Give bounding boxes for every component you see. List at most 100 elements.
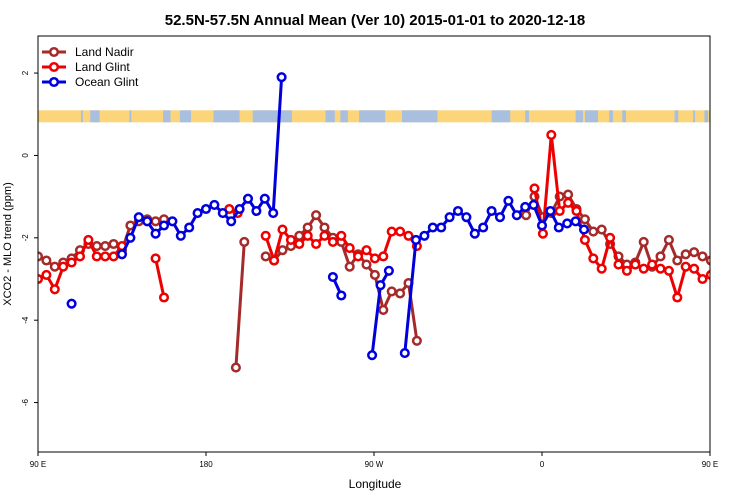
land-nadir-point (277, 245, 288, 256)
ocean-glint-point (503, 195, 514, 206)
land-glint-point (49, 284, 60, 295)
land-nadir-point (411, 335, 422, 346)
ocean-glint-point (494, 212, 506, 223)
land-nadir-point (378, 304, 389, 315)
ocean-glint-point (375, 280, 386, 291)
ocean-glint-point (158, 220, 170, 231)
ocean-glint-point (367, 350, 378, 361)
series-ocean-glint (66, 72, 590, 361)
ocean-glint-point (528, 199, 539, 210)
land-nadir-point (579, 214, 590, 225)
land-glint-point (277, 224, 288, 235)
land-glint-point (697, 273, 708, 285)
land-nadir-point (260, 251, 271, 262)
legend-label-ocean-glint: Ocean Glint (75, 75, 139, 89)
ocean-glint-point (116, 249, 128, 260)
ocean-glint-point (226, 216, 237, 227)
y-tick-label: -4 (21, 316, 30, 324)
land-glint-point (41, 269, 52, 280)
ocean-segment (340, 110, 348, 123)
ocean-glint-point (242, 193, 254, 204)
land-nadir-point (361, 259, 372, 270)
land-glint-point (655, 263, 666, 274)
ocean-segment (252, 110, 292, 123)
land-glint-point (579, 234, 590, 245)
ocean-glint-point (125, 232, 136, 243)
land-glint-point (294, 238, 305, 250)
land-glint-point (605, 232, 616, 243)
land-glint-point (260, 230, 271, 241)
land-nadir-point (230, 362, 241, 373)
land-nadir-point (596, 224, 607, 235)
land-nadir-point (672, 255, 683, 266)
legend-swatch-marker (48, 61, 60, 73)
ocean-glint-point (200, 203, 212, 215)
land-glint-point (58, 261, 69, 272)
land-glint-point (680, 261, 691, 272)
land-nadir-point (588, 226, 599, 237)
land-nadir-point (239, 236, 250, 247)
x-axis: 90 E 180 90 W 0 90 E (30, 452, 718, 469)
chart-title: 52.5N-57.5N Annual Mean (Ver 10) 2015-01… (165, 12, 585, 29)
ocean-glint-point (436, 222, 447, 233)
land-glint-point (66, 257, 77, 268)
x-axis-label: Longitude (349, 477, 402, 491)
series-layer (38, 72, 710, 373)
ocean-segment (609, 110, 613, 123)
ocean-segment (491, 110, 511, 123)
land-glint-point (621, 265, 632, 276)
land-glint-point (596, 263, 607, 274)
ocean-glint-point (478, 222, 489, 233)
land-nadir-point (344, 261, 355, 272)
land-glint-point (344, 243, 355, 254)
land-nadir-line (234, 241, 246, 368)
ocean-glint-point (234, 203, 245, 215)
ocean-segment (163, 110, 171, 123)
land-nadir-point (49, 261, 60, 272)
ocean-glint-point (209, 199, 220, 210)
land-glint-point (403, 230, 414, 241)
land-glint-point (571, 205, 582, 217)
legend-label-land-nadir: Land Nadir (75, 45, 134, 59)
ocean-glint-point (562, 218, 573, 229)
ocean-segment (213, 110, 240, 123)
ocean-glint-point (184, 222, 195, 233)
ocean-glint-point (461, 212, 472, 223)
ocean-glint-point (327, 271, 338, 283)
y-tick-label: 0 (21, 153, 30, 158)
land-glint-point (647, 259, 658, 270)
ocean-glint-point (419, 230, 430, 241)
land-glint-point (563, 197, 574, 208)
land-glint-point (395, 226, 406, 237)
ocean-glint-point (175, 230, 186, 241)
ocean-glint-point (511, 210, 522, 221)
land-glint-point (546, 129, 557, 140)
land-nadir-point (41, 255, 52, 266)
ocean-segment (129, 110, 132, 123)
ocean-glint-point (578, 224, 590, 235)
land-glint-point (386, 226, 397, 237)
land-nadir-point (302, 222, 313, 233)
y-axis: 2 0 -2 -4 -6 (21, 70, 38, 406)
ocean-segment (674, 110, 679, 123)
ocean-segment (359, 110, 386, 123)
ocean-glint-point (192, 208, 203, 219)
legend-swatch-marker (48, 46, 60, 58)
y-axis-label: XCO2 - MLO trend (ppm) (2, 182, 14, 305)
land-nadir-point (386, 286, 397, 297)
x-tick-label: 90 W (365, 460, 384, 469)
land-nadir-point (395, 288, 406, 299)
land-ocean-strip (38, 110, 710, 123)
ocean-glint-point (452, 205, 464, 217)
land-glint-point (158, 292, 170, 303)
ocean-glint-point (217, 208, 228, 219)
y-tick-label: -6 (21, 398, 30, 406)
land-nadir-point (680, 249, 691, 260)
land-nadir-point (689, 247, 700, 258)
legend-label-land-glint: Land Glint (75, 60, 130, 74)
land-nadir-point (150, 216, 161, 227)
land-glint-point (705, 269, 710, 280)
ocean-glint-point (545, 205, 556, 217)
land-glint-point (285, 234, 296, 245)
land-glint-point (361, 245, 372, 256)
